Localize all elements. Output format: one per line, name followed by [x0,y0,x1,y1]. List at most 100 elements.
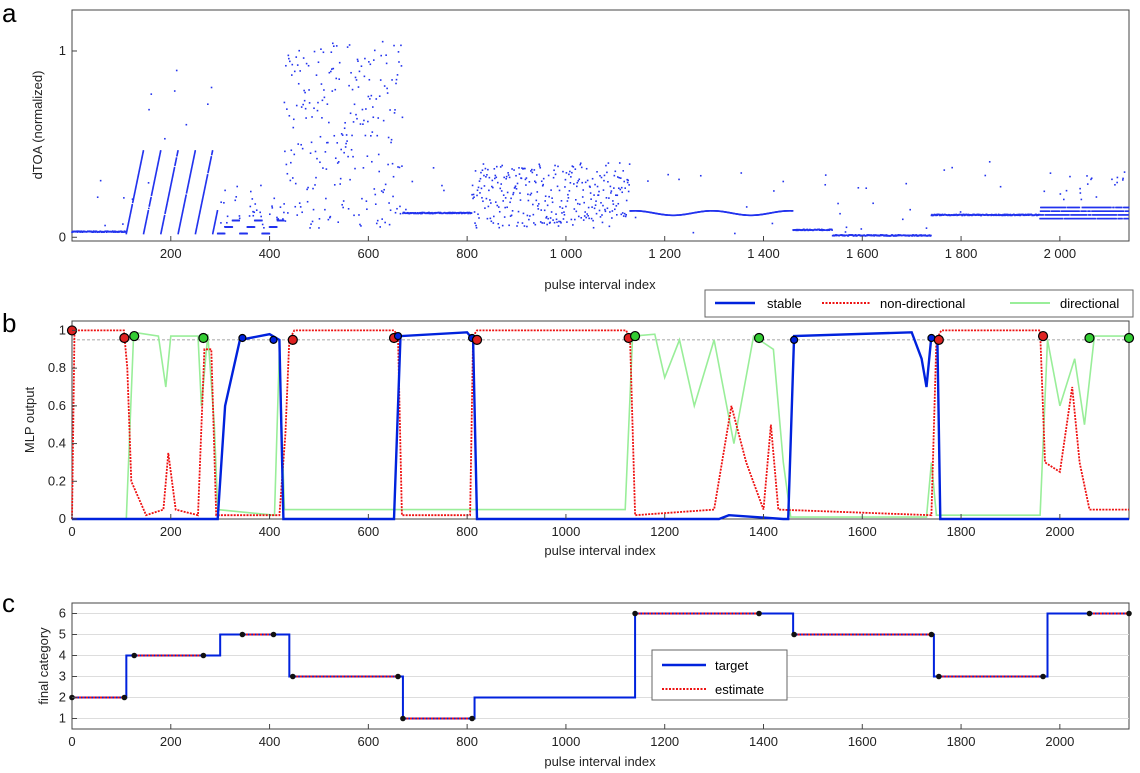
dtoa-point [1124,206,1127,209]
dtoa-point [165,207,167,210]
dtoa-point [559,220,562,223]
dtoa-point [397,166,399,168]
dtoa-point [211,232,214,235]
dtoa-point [1070,214,1072,216]
dtoa-point [289,179,292,182]
dtoa-point [604,210,607,213]
dtoa-point [471,193,473,196]
dtoa-point [879,234,881,237]
dtoa-point [1107,210,1110,212]
dtoa-point [355,113,357,116]
dtoa-point [573,183,575,185]
dtoa-point [181,213,183,216]
dtoa-point [1105,210,1108,212]
dtoa-point [1119,214,1122,216]
dtoa-point [354,167,356,170]
dtoa-point [297,143,300,145]
dtoa-point [203,190,205,193]
dtoa-point [255,209,258,211]
dtoa-point [190,168,193,170]
panel-c-xtick-label: 0 [68,734,75,749]
dtoa-point [127,223,130,225]
dtoa-point [1089,214,1092,216]
dtoa-point [145,218,148,220]
dtoa-point [1057,214,1059,216]
dtoa-point [214,221,216,224]
panel-a-x-ticks: 200 400 600 800 1 000 1 200 1 400 1 600 1 800 2 0… [160,236,1076,261]
dtoa-point [1098,210,1100,212]
dtoa-point [185,195,187,198]
dtoa-point [296,214,299,216]
dtoa-point [329,215,332,218]
dtoa-point [557,225,560,227]
dtoa-point [583,215,586,217]
dtoa-point [493,215,495,218]
dtoa-point [1042,214,1045,216]
dtoa-point [216,211,219,213]
dtoa-point [699,210,702,213]
dtoa-point [128,220,130,223]
dtoa-point [1099,214,1102,216]
panel-a-xtick-label: 1 200 [648,246,681,261]
dtoa-point [1095,206,1097,209]
dtoa-point [331,68,333,70]
dtoa-point [353,214,355,217]
dtoa-point [235,196,238,198]
dtoa-point [196,221,199,224]
dtoa-point [350,148,353,151]
dtoa-point [153,181,156,183]
dtoa-point [524,178,527,181]
dtoa-point [567,193,569,196]
dtoa-point [468,211,471,214]
dtoa-point [628,184,630,186]
dtoa-point [288,57,290,60]
dtoa-point [1072,210,1074,212]
dtoa-point [207,170,210,173]
dtoa-point [1096,206,1098,209]
dtoa-point [596,185,599,188]
dtoa-point [575,199,577,201]
dtoa-point [331,90,334,92]
dtoa-point [323,96,326,99]
dtoa-point [1100,214,1103,216]
dtoa-point [1019,213,1021,216]
dtoa-point [1018,214,1021,217]
dtoa-point [1117,206,1119,209]
dtoa-point [1063,198,1065,201]
dtoa-point [503,176,505,179]
dtoa-point [860,228,863,230]
dtoa-point [806,228,809,231]
dtoa-point [526,214,529,217]
dtoa-point [558,220,560,223]
dtoa-point [1079,217,1082,220]
dtoa-point [345,142,347,145]
dtoa-point [820,228,823,231]
dtoa-point [1053,217,1055,220]
dtoa-point [1094,214,1097,216]
dtoa-point [1115,214,1118,216]
dtoa-point [476,194,478,197]
dtoa-point [1053,210,1056,212]
dtoa-point [1065,217,1068,220]
dtoa-point [381,40,384,43]
dtoa-point [146,213,149,216]
dtoa-point [1043,206,1046,209]
dtoa-point [486,174,488,176]
dtoa-point [508,176,511,179]
dtoa-point [1062,214,1064,216]
dtoa-point [162,221,164,224]
dtoa-point [151,189,154,192]
dtoa-point [529,215,531,217]
dtoa-point [377,153,380,156]
dtoa-point [333,134,336,137]
dtoa-point [392,175,395,178]
dtoa-point [142,151,144,153]
panel-b-markers [66,325,1135,345]
dtoa-point [352,121,355,123]
dtoa-point [1050,217,1052,220]
dtoa-point [276,218,279,221]
dtoa-point [988,213,991,216]
dtoa-point [1088,214,1091,216]
dtoa-point [606,207,609,210]
dtoa-point [209,160,212,163]
